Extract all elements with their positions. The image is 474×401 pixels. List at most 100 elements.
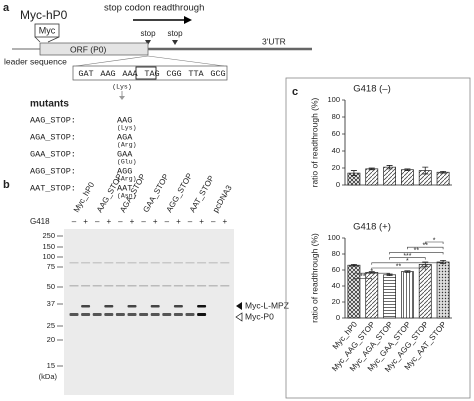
mutant-aa: (Arg) [117, 176, 137, 183]
treatment-sign: + [153, 217, 158, 226]
band [173, 285, 183, 287]
panel-b: b G418 – + – + – + – + – + – + – +Myc_hP0AAG_STOPAGA_… [3, 172, 289, 395]
bar [401, 169, 414, 186]
band [81, 305, 91, 308]
marker-label: 37 [47, 299, 55, 308]
panel-c: c G418 (–) ratio of readthrough (%) 0 20 40 6… [285, 77, 471, 399]
arrow-head [184, 16, 192, 24]
significance-label: ** [414, 248, 420, 255]
error-bar [350, 264, 357, 267]
significance-bracket [371, 267, 426, 270]
mutant-codon: AGG [117, 166, 132, 176]
chart-title: G418 (–) [353, 84, 391, 95]
band [104, 262, 114, 264]
codon-row: GAT AAG AAA TAG CGG TTA GCG [78, 69, 225, 79]
marker-label: 15 [47, 361, 55, 370]
significance-bracket [389, 252, 444, 255]
band-label: Myc-L-MPZ [245, 300, 289, 310]
error-bar [350, 170, 357, 177]
y-tick-label: 100 [327, 233, 340, 242]
marker-label: 25 [47, 321, 55, 330]
axis [344, 100, 452, 186]
significance-label: ** [360, 274, 366, 281]
treatment-sign: + [130, 217, 135, 226]
error-bar [404, 270, 411, 273]
codon: GCG [210, 69, 225, 79]
y-tick-label: 40 [332, 146, 340, 155]
treatment-sign: – [95, 217, 100, 226]
band [150, 313, 160, 316]
panel-letter: a [3, 2, 10, 14]
codon: CGG [166, 69, 181, 79]
panel-a: a Myc-hP0 Myc stop codon readthrough sto… [3, 2, 312, 200]
panel-border [285, 77, 471, 399]
significance-label: * [406, 258, 409, 265]
mutant-aa: (Arg) [117, 142, 137, 149]
significance-bracket [407, 246, 444, 250]
y-tick-label: 80 [332, 112, 340, 121]
utr-label: 3'UTR [262, 36, 286, 46]
band-arrow [236, 302, 242, 310]
treatment-sign: – [141, 217, 146, 226]
band [139, 313, 149, 316]
treatment-sign: + [199, 217, 204, 226]
codon: TAG [144, 69, 159, 79]
band [127, 305, 137, 308]
mutant-codon: AAG [117, 115, 132, 125]
axis [344, 238, 452, 319]
bar [436, 261, 450, 319]
band [127, 285, 137, 287]
y-tick-label: 80 [332, 249, 340, 258]
leader-label: leader sequence [4, 56, 67, 66]
marker-label: 150 [42, 242, 55, 251]
bar [418, 264, 432, 319]
band [197, 262, 207, 264]
treatment-sign: – [165, 217, 170, 226]
mutant-name: AGG_STOP: [30, 166, 76, 176]
band [92, 262, 102, 264]
significance-label: ** [396, 263, 402, 270]
chart-title: G418 (+) [353, 222, 391, 233]
treatment-sign: – [118, 217, 123, 226]
construct-name: Myc-hP0 [20, 8, 68, 22]
bar [383, 274, 396, 319]
band [197, 313, 207, 316]
treatment-sign: + [83, 217, 88, 226]
mutant-aa: (Lys) [117, 125, 137, 132]
band [115, 262, 125, 264]
band [81, 262, 91, 264]
tag-box [34, 23, 60, 38]
mutant-list: AAG_STOP: AAG(Lys)AGA_STOP: AGA(Arg)GAA_ST… [30, 115, 137, 199]
band [104, 313, 114, 316]
band [127, 313, 137, 316]
band [115, 285, 125, 287]
stop-label: stop [167, 29, 183, 38]
band [220, 262, 230, 264]
treatment-sign: + [222, 217, 227, 226]
y-tick-label: 0 [336, 313, 340, 322]
band [81, 285, 91, 287]
readthrough-label: stop codon readthrough [104, 3, 204, 14]
mutant-name: AGA_STOP: [30, 132, 76, 142]
band [162, 262, 172, 264]
band [162, 285, 172, 287]
sequence-box [72, 65, 228, 81]
treatment-label: G418 [30, 217, 50, 226]
charts: G418 (–) ratio of readthrough (%) 0 20 40 60 8… [309, 84, 452, 374]
treatment-sign: + [176, 217, 181, 226]
y-tick-label: 60 [332, 129, 340, 138]
mutant-codon: AGA [117, 132, 133, 142]
y-axis-label: ratio of readthrough (%) [309, 97, 319, 187]
mutant-aa: (Asn) [117, 193, 137, 200]
panel-letter: b [3, 179, 10, 191]
band [185, 313, 195, 316]
treatment-sign: – [188, 217, 193, 226]
arrow-head [119, 96, 125, 100]
band [127, 262, 137, 264]
bar [401, 271, 414, 319]
band [115, 313, 125, 316]
band [92, 313, 102, 316]
significance-label: ** [423, 243, 429, 250]
y-tick-label: 100 [327, 95, 340, 104]
y-tick-label: 0 [336, 180, 340, 189]
